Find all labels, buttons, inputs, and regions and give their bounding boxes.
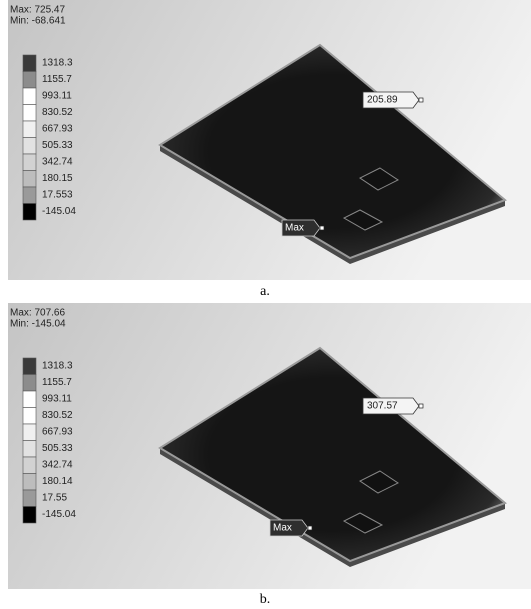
legend-swatch	[23, 138, 36, 155]
legend-swatch	[23, 375, 36, 392]
legend-label: 505.33	[42, 140, 73, 151]
caption: a.	[260, 284, 270, 299]
legend-swatch	[23, 507, 36, 524]
legend-swatch	[23, 490, 36, 507]
max-label: Max: 707.66	[10, 308, 65, 319]
max-label: Max: 725.47	[10, 5, 65, 16]
max-pin	[320, 226, 324, 230]
legend-swatch	[23, 72, 36, 89]
max-callout-text: Max	[285, 223, 304, 234]
legend-label: 830.52	[42, 410, 73, 421]
min-label: Min: -68.641	[10, 16, 66, 27]
legend-swatch	[23, 424, 36, 441]
min-label: Min: -145.04	[10, 319, 66, 330]
legend-swatch	[23, 358, 36, 375]
legend-label: 1155.7	[42, 377, 72, 388]
legend-label: -145.04	[42, 509, 76, 520]
legend-swatch	[23, 187, 36, 204]
legend-swatch	[23, 88, 36, 105]
caption: b.	[260, 592, 271, 607]
legend-label: 342.74	[42, 460, 73, 471]
legend-label: 505.33	[42, 443, 73, 454]
legend-label: 993.11	[42, 394, 72, 405]
legend-swatch	[23, 391, 36, 408]
legend-swatch	[23, 204, 36, 221]
legend-label: 667.93	[42, 124, 73, 135]
callout-value: 205.89	[367, 95, 398, 106]
legend-label: 1318.3	[42, 361, 73, 372]
legend-swatch	[23, 121, 36, 138]
legend-label: 342.74	[42, 157, 73, 168]
legend-swatch	[23, 441, 36, 458]
legend-swatch	[23, 408, 36, 425]
legend-swatch	[23, 55, 36, 72]
legend-swatch	[23, 171, 36, 188]
legend-label: 993.11	[42, 91, 72, 102]
legend-swatch	[23, 105, 36, 122]
max-callout-text: Max	[273, 523, 292, 534]
legend-swatch	[23, 457, 36, 474]
legend-label: 180.14	[42, 476, 73, 487]
legend-swatch	[23, 474, 36, 491]
legend-label: 17.55	[42, 493, 67, 504]
legend-label: 180.15	[42, 173, 73, 184]
figure: Max: 725.47Min: -68.641 1318.3 1155.7 993.1…	[0, 0, 531, 609]
legend-label: 17.553	[42, 190, 73, 201]
legend-swatch	[23, 154, 36, 171]
legend-label: -145.04	[42, 206, 76, 217]
callout-pin	[419, 404, 423, 408]
legend-label: 667.93	[42, 427, 73, 438]
legend-label: 1155.7	[42, 74, 72, 85]
max-pin	[308, 526, 312, 530]
legend-label: 1318.3	[42, 58, 73, 69]
callout-value: 307.57	[367, 401, 398, 412]
callout-pin	[419, 98, 423, 102]
legend-label: 830.52	[42, 107, 73, 118]
